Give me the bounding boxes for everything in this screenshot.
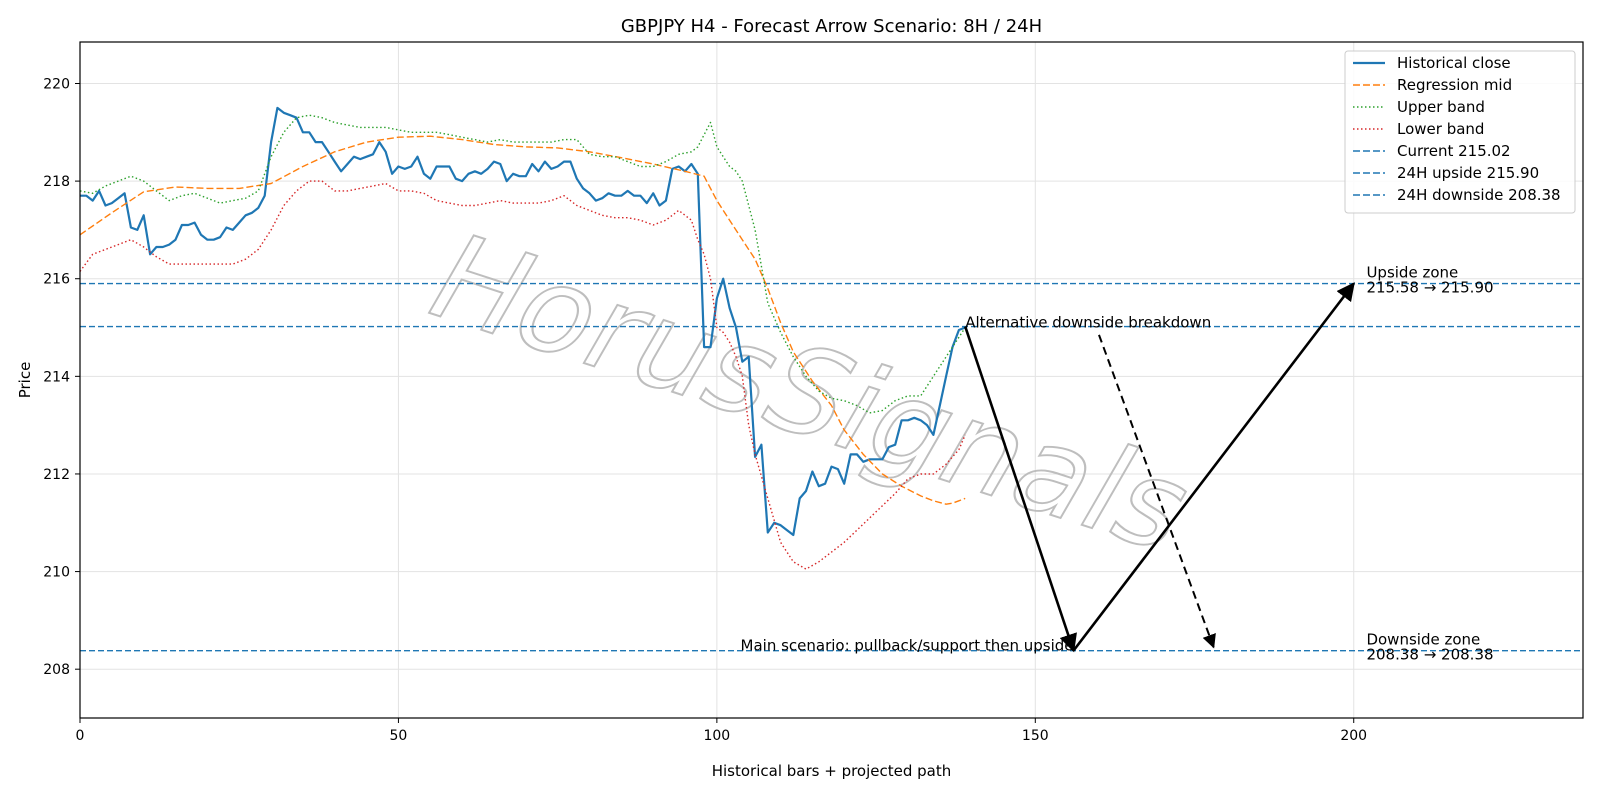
y-tick-label: 218 (43, 174, 70, 190)
legend-label: Lower band (1397, 120, 1484, 138)
legend-label: 24H upside 215.90 (1397, 164, 1539, 182)
annotation-alt: Alternative downside breakdown (965, 314, 1211, 332)
forecast-arrow-main (964, 326, 1077, 653)
y-tick-label: 214 (43, 369, 70, 385)
series-line-upper-band (79, 114, 966, 414)
annotation-downside-zone: 208.38 → 208.38 (1366, 646, 1493, 664)
y-tick-label: 220 (43, 76, 70, 92)
forecast-arrow-alternative (1098, 334, 1216, 649)
x-tick-label: 0 (76, 728, 85, 744)
x-axis-label: Historical bars + projected path (712, 762, 952, 780)
y-tick-label: 208 (43, 662, 70, 678)
x-tick-label: 50 (390, 728, 408, 744)
series-line-regression-mid (79, 135, 966, 505)
annotation-main: Main scenario: pullback/support then ups… (741, 637, 1074, 655)
legend-label: Regression mid (1397, 76, 1512, 94)
x-tick-label: 100 (703, 728, 730, 744)
x-tick-label: 200 (1340, 728, 1367, 744)
legend-label: Historical close (1397, 54, 1511, 72)
plot-frame (79, 41, 1584, 719)
legend-label: 24H downside 208.38 (1397, 186, 1561, 204)
y-tick-label: 212 (43, 467, 70, 483)
forecast-arrow-main (1072, 282, 1355, 652)
series-line-historical-close (80, 106, 966, 537)
x-tick-label: 150 (1022, 728, 1049, 744)
legend-label: Current 215.02 (1397, 142, 1511, 160)
y-tick-label: 216 (43, 272, 70, 288)
annotation-upside-zone: Upside zone (1366, 264, 1458, 282)
chart-title: GBPJPY H4 - Forecast Arrow Scenario: 8H … (621, 16, 1042, 37)
legend-box (1344, 50, 1576, 214)
annotation-upside-zone: 215.58 → 215.90 (1366, 279, 1493, 297)
series-line-lower-band (79, 180, 966, 570)
legend-label: Upper band (1397, 98, 1485, 116)
annotation-downside-zone: Downside zone (1366, 631, 1480, 649)
y-tick-label: 210 (43, 565, 70, 581)
y-axis-label: Price (16, 362, 34, 399)
watermark-text: HorusSignals (403, 210, 1219, 576)
